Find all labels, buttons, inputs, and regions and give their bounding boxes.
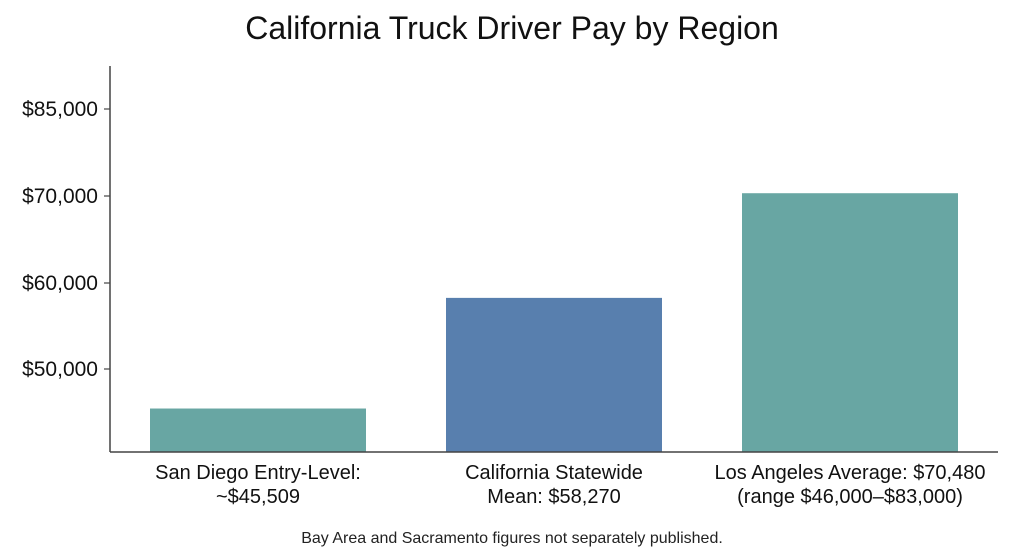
y-tick-label: $85,000	[22, 98, 98, 121]
x-category-label-line: (range $46,000–$83,000)	[737, 486, 963, 508]
x-category-label-line: ~$45,509	[216, 486, 300, 508]
x-category-label: California Statewide Mean: $58,270	[465, 462, 643, 508]
x-category-label: Los Angeles Average: $70,480 (range $46,0…	[715, 462, 986, 508]
footnote: Bay Area and Sacramento figures not sepa…	[301, 530, 723, 547]
x-category-label-line: Mean: $58,270	[487, 486, 620, 508]
bar-1	[150, 408, 366, 452]
bar-3	[742, 193, 958, 452]
y-ticks: $50,000 $60,000 $70,000 $85,000	[22, 98, 110, 381]
x-category-label-line: San Diego Entry-Level:	[155, 462, 361, 484]
chart-title: California Truck Driver Pay by Region	[245, 10, 779, 46]
bar-2	[446, 297, 662, 452]
bars-layer	[150, 193, 958, 452]
x-category-label-line: California Statewide	[465, 462, 643, 484]
y-tick-label: $60,000	[22, 272, 98, 295]
x-category-label: San Diego Entry-Level: ~$45,509	[155, 462, 361, 508]
y-tick-label: $50,000	[22, 358, 98, 381]
y-tick-label: $70,000	[22, 185, 98, 208]
axes-layer	[109, 66, 998, 453]
x-category-labels: San Diego Entry-Level: ~$45,509 California…	[155, 462, 985, 508]
x-category-label-line: Los Angeles Average: $70,480	[715, 462, 986, 484]
